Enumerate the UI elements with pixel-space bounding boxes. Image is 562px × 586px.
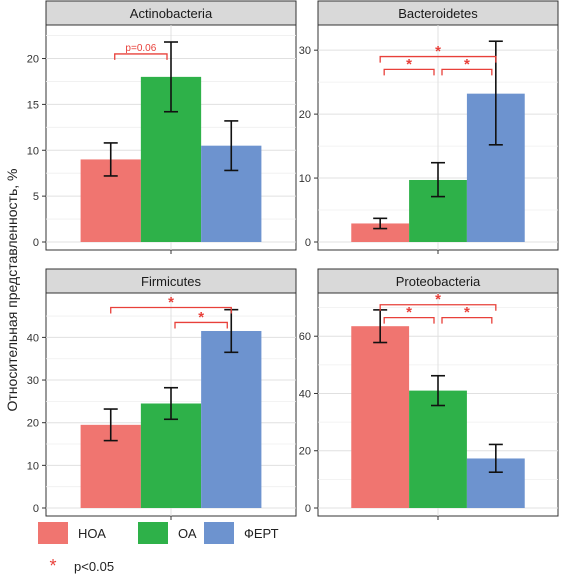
y-tick-label: 20 xyxy=(27,418,39,430)
bar-оа xyxy=(140,403,202,508)
y-tick-label: 10 xyxy=(27,145,39,157)
significance-bracket xyxy=(110,306,232,314)
legend-label-hoa: НОА xyxy=(78,525,106,541)
legend-item-oa: ОА xyxy=(138,522,197,544)
facet-strip xyxy=(45,0,297,26)
legend: НОА ОА ФЕРТ * p<0.05 xyxy=(38,522,368,582)
significance-star: * xyxy=(406,56,412,73)
significance-bracket xyxy=(383,68,435,76)
significance-star-icon: * xyxy=(49,556,57,576)
significance-bracket xyxy=(441,316,493,324)
legend-item-fert: ФЕРТ xyxy=(204,522,279,544)
significance-star: * xyxy=(198,309,204,326)
y-tick-label: 20 xyxy=(299,109,311,121)
significance-star: * xyxy=(435,291,441,308)
y-tick-label: 60 xyxy=(299,331,311,343)
legend-item-significance: * p<0.05 xyxy=(38,556,114,577)
legend-swatch-hoa xyxy=(38,522,68,544)
facet-actinobacteria: Actinobacteria 0 5 10 15 20 p=0.06 xyxy=(27,0,297,254)
facet-firmicutes: Firmicutes 0 10 20 30 40 * * xyxy=(27,268,297,520)
y-tick-label: 40 xyxy=(299,388,311,400)
significance-star: * xyxy=(464,304,470,321)
significance-star: * xyxy=(435,43,441,60)
bar-ферт xyxy=(201,330,262,508)
facet-title: Proteobacteria xyxy=(396,274,481,289)
y-tick-label: 15 xyxy=(27,99,39,111)
legend-label-oa: ОА xyxy=(178,525,197,541)
significance-star: * xyxy=(406,304,412,321)
significance-bracket xyxy=(383,316,435,324)
bar-ноа xyxy=(351,326,410,508)
significance-star: * xyxy=(168,294,174,311)
facet-bacteroidetes: Bacteroidetes 0 10 20 30 * * * xyxy=(299,0,559,254)
legend-label-fert: ФЕРТ xyxy=(244,525,279,541)
facet-strip xyxy=(317,268,559,294)
significance-bracket xyxy=(441,68,493,76)
legend-swatch-fert xyxy=(204,522,234,544)
y-tick-label: 0 xyxy=(305,503,311,515)
significance-bracket xyxy=(379,55,497,63)
significance-bracket xyxy=(379,304,497,311)
significance-star: * xyxy=(464,56,470,73)
facet-strip xyxy=(45,268,297,294)
legend-label-significance: p<0.05 xyxy=(74,559,115,574)
y-tick-label: 20 xyxy=(299,446,311,458)
legend-item-hoa: НОА xyxy=(38,522,106,544)
facet-title: Firmicutes xyxy=(141,274,201,289)
p-value-label: p=0.06 xyxy=(125,43,156,54)
y-tick-label: 0 xyxy=(305,237,311,249)
legend-swatch-oa xyxy=(138,522,168,544)
bar-ноа xyxy=(351,223,410,242)
y-tick-label: 5 xyxy=(33,191,39,203)
y-tick-label: 10 xyxy=(299,173,311,185)
facet-title: Actinobacteria xyxy=(130,6,213,21)
facet-strip xyxy=(317,0,559,26)
significance-bracket xyxy=(174,321,228,329)
significance-bracket xyxy=(114,53,168,60)
y-axis-label: Относительная представленность, % xyxy=(4,168,20,412)
facet-proteobacteria: Proteobacteria 0 20 40 60 * * * xyxy=(299,268,559,520)
y-tick-label: 30 xyxy=(27,375,39,387)
y-tick-label: 20 xyxy=(27,54,39,66)
y-tick-label: 30 xyxy=(299,45,311,57)
bar-оа xyxy=(409,390,467,508)
y-tick-label: 40 xyxy=(27,332,39,344)
y-tick-label: 0 xyxy=(33,237,39,249)
y-tick-label: 10 xyxy=(27,460,39,472)
facet-title: Bacteroidetes xyxy=(398,6,478,21)
y-axis-label-wrapper: Относительная представленность, % xyxy=(2,140,22,440)
y-tick-label: 0 xyxy=(33,503,39,515)
